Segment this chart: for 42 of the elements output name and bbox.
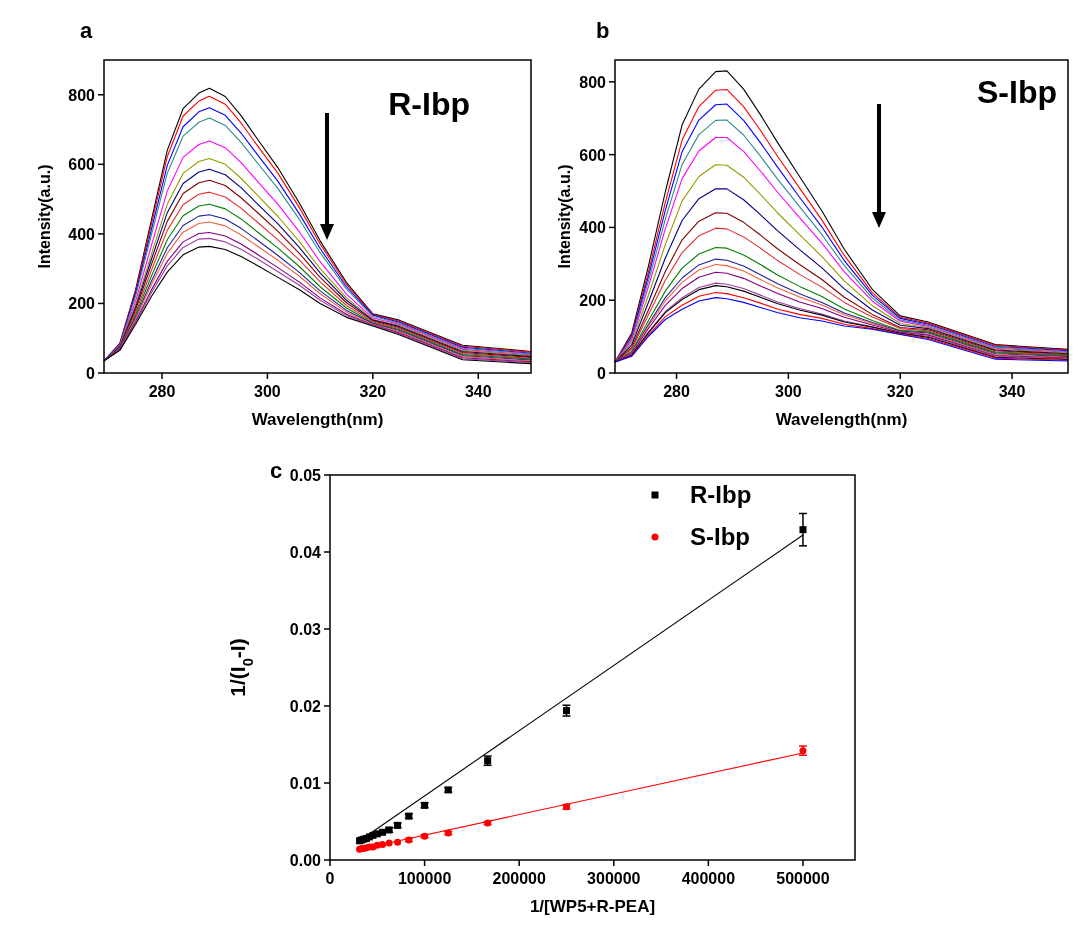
y-tick-label: 200 (68, 295, 96, 313)
x-tick-label: 300 (254, 383, 281, 400)
x-axis-title: Wavelength(nm) (251, 410, 384, 429)
x-tick-label: 340 (464, 383, 492, 400)
x-tick-label: 400000 (681, 870, 736, 887)
x-tick-label: 280 (148, 383, 176, 400)
chart-title: c (270, 458, 283, 483)
y-tick-label: 800 (579, 73, 607, 91)
x-tick-label: 320 (359, 383, 387, 400)
chart-title: a (80, 18, 93, 43)
y-axis-title: Intensity(a.u.) (556, 164, 573, 269)
x-tick-label: 200000 (492, 870, 546, 887)
x-tick-label: 300000 (587, 870, 641, 887)
y-tick-label: 400 (68, 225, 96, 243)
x-tick-label: 320 (886, 383, 914, 400)
y-tick-label: 0.03 (289, 621, 322, 638)
y-tick-label: 400 (579, 219, 607, 237)
x-tick-label: 340 (998, 383, 1026, 400)
y-tick-label: 800 (68, 86, 96, 104)
x-tick-label: 280 (663, 383, 690, 400)
x-tick-label: 0 (325, 870, 335, 887)
y-tick-label: 0.00 (289, 852, 322, 869)
legend-label: R-Ibp (690, 481, 752, 508)
y-tick-label: 600 (579, 146, 607, 164)
x-axis-title: Wavelength(nm) (775, 410, 908, 429)
y-tick-label: 0 (597, 365, 607, 382)
x-tick-label: 100000 (397, 870, 452, 887)
legend-label: S-Ibp (690, 523, 750, 550)
y-tick-label: 0.05 (289, 467, 322, 484)
x-tick-label: 500000 (776, 870, 830, 887)
y-tick-label: 0.04 (289, 544, 322, 561)
y-tick-label: 0 (86, 365, 96, 382)
y-axis-title: Intensity(a.u.) (36, 164, 53, 269)
x-axis-title: 1/[WP5+R-PEA] (529, 897, 656, 916)
annotation: S-Ibp (977, 74, 1057, 110)
y-tick-label: 0.01 (289, 775, 322, 792)
x-tick-label: 300 (775, 383, 802, 400)
y-tick-label: 0.02 (289, 698, 322, 715)
y-tick-label: 200 (579, 292, 607, 310)
chart-title: b (596, 18, 610, 43)
y-tick-label: 600 (68, 156, 96, 174)
annotation: R-Ibp (388, 86, 470, 122)
